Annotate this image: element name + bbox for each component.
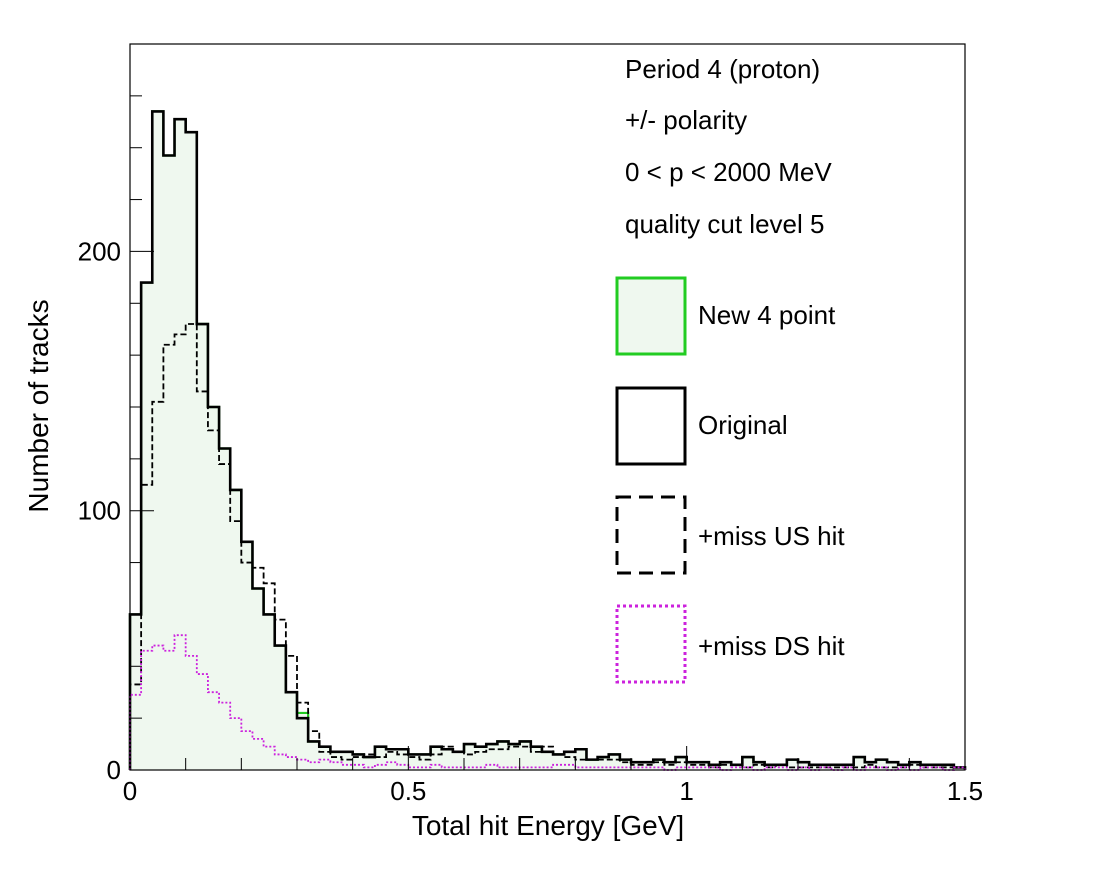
legend-label-new-4-point: New 4 point: [698, 300, 836, 330]
series-miss-us-hit: [129, 323, 966, 770]
annotation-quality-cut: quality cut level 5: [625, 209, 824, 239]
legend: New 4 point Original +miss US hit +miss …: [615, 276, 845, 684]
legend-label-original: Original: [698, 410, 788, 440]
x-tick-label: 0.5: [390, 776, 426, 806]
y-axis-title: Number of tracks: [23, 299, 54, 512]
y-tick-label: 0: [107, 755, 121, 785]
legend-swatch-miss-us-hit: [615, 495, 687, 575]
y-tick-label: 200: [78, 236, 121, 266]
series-original: [128, 110, 967, 770]
x-tick-label: 0: [123, 776, 137, 806]
series-layer: [128, 110, 967, 771]
series-new-4-point: [128, 110, 967, 770]
annotation-period: Period 4 (proton): [625, 54, 820, 84]
axes-layer: 0 0.5 1 1.5 0 100 200: [78, 43, 983, 806]
x-tick-label: 1: [679, 776, 693, 806]
legend-label-miss-us-hit: +miss US hit: [698, 521, 845, 551]
x-tick-label: 1.5: [947, 776, 983, 806]
legend-swatch-original: [615, 386, 687, 466]
legend-swatch-miss-ds-hit: [615, 604, 687, 684]
legend-swatch-new-4-point: [615, 276, 687, 356]
y-tick-label: 100: [78, 496, 121, 526]
annotation-momentum-range: 0 < p < 2000 MeV: [625, 157, 832, 187]
annotation-polarity: +/- polarity: [625, 105, 747, 135]
legend-label-miss-ds-hit: +miss DS hit: [698, 631, 845, 661]
x-axis-title: Total hit Energy [GeV]: [412, 810, 684, 841]
